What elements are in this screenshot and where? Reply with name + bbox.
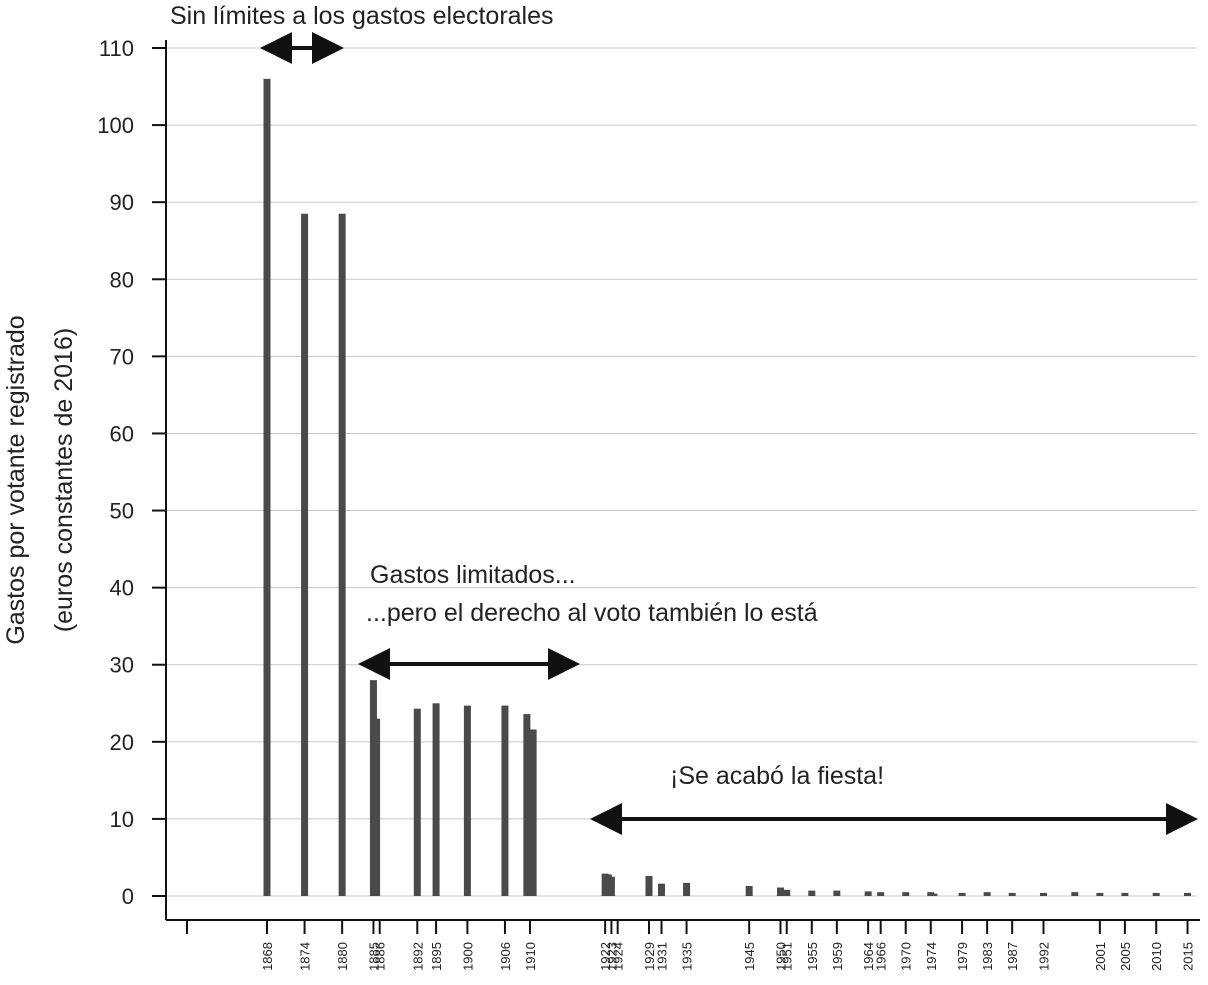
- x-tick-label: 1929: [642, 942, 657, 971]
- x-tick-label: 1885: [366, 942, 381, 971]
- x-tick-label: 1970: [899, 942, 914, 971]
- y-tick-label: 100: [97, 113, 134, 138]
- bar: [1039, 892, 1047, 896]
- bar: [432, 703, 440, 896]
- y-tick-label: 30: [110, 653, 134, 678]
- bar: [523, 714, 531, 896]
- x-tick-label: 2010: [1149, 942, 1164, 971]
- bar: [1096, 892, 1104, 896]
- x-tick-label: 1923: [604, 942, 619, 971]
- bar: [658, 883, 666, 896]
- bar: [864, 891, 872, 896]
- bar: [930, 893, 938, 896]
- grid-layer: [152, 47, 1197, 897]
- x-tick-label: 1868: [260, 942, 275, 971]
- y-tick-label: 20: [110, 730, 134, 755]
- bar: [301, 213, 309, 896]
- y-tick-label: 90: [110, 190, 134, 215]
- x-tick-label: 1974: [924, 942, 939, 971]
- bar: [776, 887, 784, 896]
- bar: [463, 705, 471, 896]
- bar: [413, 708, 421, 896]
- annotation-limited-1: Gastos limitados...: [370, 561, 576, 589]
- x-tick-label: 2001: [1093, 942, 1108, 971]
- bar: [833, 890, 841, 896]
- x-tick-label: 1935: [680, 942, 695, 971]
- y-tick-label: 80: [110, 267, 134, 292]
- bar: [607, 876, 615, 896]
- bars: [263, 78, 1192, 896]
- x-tick-label: 2015: [1181, 942, 1196, 971]
- bar: [983, 892, 991, 896]
- x-tick-label: 2005: [1118, 942, 1133, 971]
- y-tick-label: 110: [99, 36, 134, 61]
- y-axis-title: Gastos por votante registrado: [2, 315, 30, 644]
- x-tick-label: 1951: [780, 942, 795, 971]
- x-tick-label: 1922: [598, 942, 613, 971]
- x-tick-label: 1880: [335, 942, 350, 971]
- x-tick-label: 1895: [429, 942, 444, 971]
- bar: [645, 875, 653, 896]
- bar: [1152, 892, 1160, 896]
- bar: [877, 892, 885, 896]
- y-tick-labels: 0 10 20 30 40 50 60 70 80 90 100 110: [97, 36, 134, 909]
- y-tick-label: 0: [122, 884, 134, 909]
- annotation-limited-2: ...pero el derecho al voto también lo es…: [366, 599, 818, 627]
- bar: [1121, 892, 1129, 896]
- x-tick-label: 1892: [410, 942, 425, 971]
- x-tick-label: 1931: [655, 942, 670, 971]
- y-tick-label: 50: [110, 499, 134, 524]
- x-tick-label: 1959: [830, 942, 845, 971]
- x-tick-label: 1950: [773, 942, 788, 971]
- x-tick-label: 1987: [1005, 942, 1020, 971]
- x-tick-label: 1945: [742, 942, 757, 971]
- bar: [373, 718, 381, 896]
- y-tick-label: 70: [110, 344, 134, 369]
- bar: [501, 705, 509, 896]
- x-tick-label: 1910: [523, 942, 538, 971]
- y-axis-subtitle: (euros constantes de 2016): [50, 328, 78, 632]
- x-tick-label: 1900: [460, 942, 475, 971]
- x-tick-label: 1924: [611, 942, 626, 971]
- x-tick-label: 1983: [980, 942, 995, 971]
- bar: [808, 890, 816, 896]
- x-tick-label: 1906: [498, 942, 513, 971]
- x-tick-label: 1966: [874, 942, 889, 971]
- annotation-party-over: ¡Se acabó la fiesta!: [670, 762, 884, 790]
- bar: [683, 882, 691, 896]
- bar: [745, 885, 753, 896]
- y-tick-label: 60: [110, 421, 134, 446]
- bar: [1071, 892, 1079, 896]
- x-tick-label: 1874: [298, 942, 313, 971]
- x-tick-label: 1955: [805, 942, 820, 971]
- bar: [783, 889, 791, 896]
- y-tick-label: 40: [110, 576, 134, 601]
- bar: [958, 892, 966, 896]
- x-tick-label: 1886: [373, 942, 388, 971]
- bar: [1008, 892, 1016, 896]
- y-tick-label: 10: [110, 807, 134, 832]
- bar: [1184, 892, 1192, 896]
- x-tick-label: 1979: [955, 942, 970, 971]
- x-tick-label: 1964: [861, 942, 876, 971]
- bar: [263, 78, 271, 896]
- bar: [338, 213, 346, 896]
- x-tick-label: 1992: [1036, 942, 1051, 971]
- bar: [529, 729, 537, 896]
- bar: [902, 892, 910, 896]
- annotation-no-limits: Sin límites a los gastos electorales: [170, 2, 554, 30]
